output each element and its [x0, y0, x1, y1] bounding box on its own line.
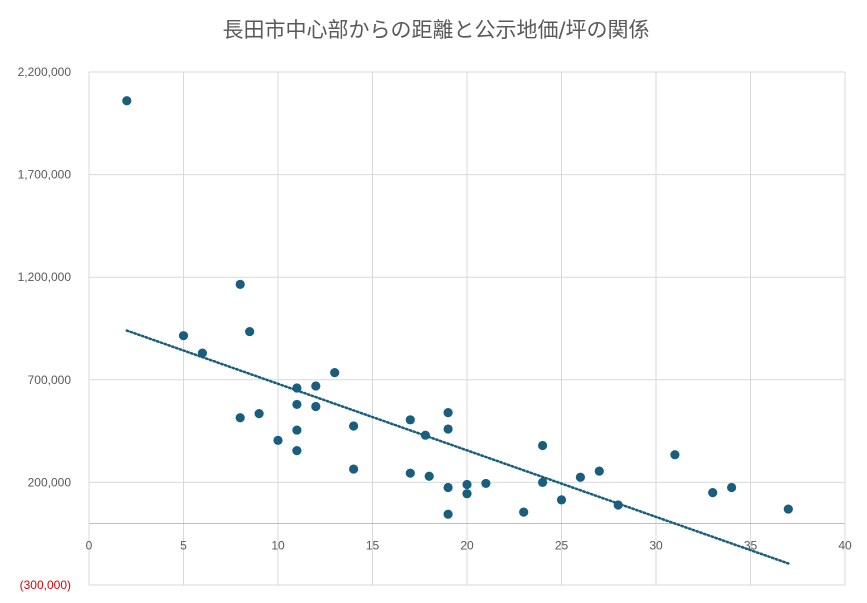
x-tick-label: 40	[838, 538, 852, 552]
data-point	[462, 489, 472, 499]
data-point	[443, 424, 453, 434]
data-point	[670, 450, 680, 460]
x-tick-label: 30	[649, 538, 663, 552]
data-point	[292, 425, 302, 435]
x-tick-label: 5	[180, 538, 187, 552]
data-point	[292, 399, 302, 410]
data-point	[273, 435, 283, 445]
data-point	[481, 478, 491, 489]
data-point	[292, 445, 302, 456]
y-tick-label: 1,200,000	[18, 270, 72, 284]
data-points	[122, 96, 793, 519]
data-point	[405, 415, 415, 425]
y-tick-label: 2,200,000	[18, 65, 72, 79]
data-point	[708, 488, 718, 498]
x-tick-label: 15	[366, 538, 380, 552]
data-point	[443, 482, 453, 493]
x-tick-label: 10	[271, 538, 285, 552]
trendline-layer	[125, 329, 790, 565]
data-point	[727, 482, 737, 493]
data-point	[613, 500, 623, 510]
gridlines	[88, 71, 846, 586]
data-point	[405, 468, 415, 478]
data-point	[197, 348, 207, 358]
data-point	[594, 466, 604, 476]
data-point	[349, 421, 359, 431]
data-point	[462, 479, 472, 490]
data-point	[519, 507, 529, 517]
y-tick-label: (300,000)	[20, 578, 71, 592]
data-point	[254, 409, 264, 419]
data-point	[292, 383, 302, 393]
x-tick-label: 25	[555, 538, 569, 552]
data-point	[235, 279, 245, 289]
data-point	[311, 401, 321, 412]
y-tick-label: 1,700,000	[18, 168, 72, 182]
trendline	[125, 329, 790, 565]
data-point	[575, 472, 586, 482]
x-tick-label: 20	[460, 538, 474, 552]
y-tick-label: 700,000	[28, 373, 72, 387]
data-point	[443, 509, 453, 519]
data-point	[424, 471, 434, 481]
data-point	[556, 495, 567, 505]
data-point	[330, 368, 340, 378]
data-point	[235, 413, 245, 423]
data-point	[783, 504, 793, 514]
data-point	[538, 477, 548, 487]
data-point	[420, 430, 431, 440]
data-point	[349, 464, 359, 474]
data-point	[178, 331, 189, 341]
data-point	[443, 408, 453, 418]
chart-title: 長田市中心部からの距離と公示地価/坪の関係	[222, 18, 649, 42]
tick-labels: (300,000) 200,000 700,000 1,200,000 1,700,00…	[18, 65, 852, 592]
data-point	[311, 381, 321, 391]
data-point	[122, 96, 132, 106]
data-point	[538, 440, 548, 451]
x-tick-label: 0	[86, 538, 93, 552]
data-point	[245, 326, 255, 337]
y-tick-label: 200,000	[28, 475, 72, 489]
